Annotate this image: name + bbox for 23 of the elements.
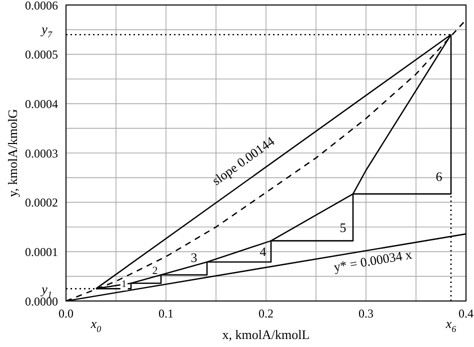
annotation: y$_{7}$ <box>40 22 52 40</box>
annotation: 6 <box>436 168 443 184</box>
annotation: 2 <box>152 264 158 277</box>
x-tick-label: 0.4 <box>458 306 474 321</box>
annotation: 1 <box>122 279 126 290</box>
y-tick-label: 0.0003 <box>25 146 58 160</box>
y-tick-label: 0.0005 <box>25 48 58 62</box>
y-tick-label: 0.0006 <box>25 0 58 12</box>
annotation: 3 <box>190 250 198 265</box>
annotation: y* = 0.00034 x <box>332 246 414 274</box>
x-axis-title: x, kmolA/kmolL <box>222 327 310 342</box>
annotation: 5 <box>340 220 346 235</box>
y-axis-title: y, kmolA/kmolG <box>4 109 20 197</box>
y-tick-label: 0.0001 <box>25 244 58 259</box>
x-tick-label: 0.0 <box>58 306 74 321</box>
y-tick-label: 0.0002 <box>25 196 58 210</box>
y-tick-label: 0.0004 <box>25 96 58 111</box>
x-tick-label: 0.3 <box>358 306 374 321</box>
x-tick-label: 0.1 <box>158 306 174 321</box>
annotation: x$_{6}$ <box>444 316 457 334</box>
annotation: 4 <box>260 244 267 259</box>
annotation: x$_{0}$ <box>90 316 102 334</box>
x-tick-label: 0.2 <box>258 306 274 321</box>
